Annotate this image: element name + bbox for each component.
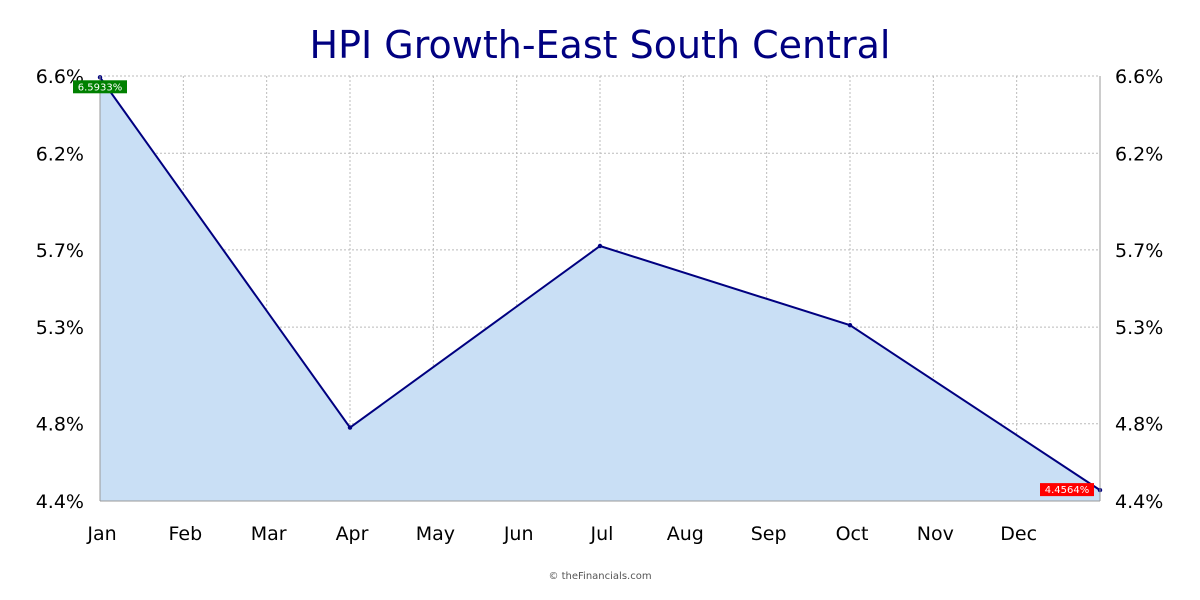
last-value-label: 4.4564% — [1045, 485, 1090, 496]
y-tick-label-left: 4.4% — [36, 491, 84, 513]
y-tick-label-left: 4.8% — [36, 414, 84, 436]
y-ticks-right: 4.4% 4.8% 5.3% 5.7% 6.2% 6.6% — [1115, 66, 1163, 513]
data-point — [597, 243, 603, 249]
y-tick-label-right: 4.8% — [1115, 414, 1163, 436]
x-tick-label: Dec — [1000, 523, 1037, 545]
x-tick-label: Oct — [836, 523, 869, 545]
chart-title: HPI Growth-East South Central — [310, 23, 891, 67]
x-tick-label: Jan — [86, 523, 116, 545]
x-tick-label: Aug — [667, 523, 704, 545]
y-tick-label-right: 6.2% — [1115, 143, 1163, 165]
x-tick-label: Mar — [251, 523, 287, 545]
data-point — [347, 425, 353, 430]
x-tick-label: Nov — [917, 523, 954, 545]
markers: 6.5933% 4.4564% — [73, 80, 1094, 497]
y-tick-label-left: 5.3% — [36, 317, 84, 339]
x-tick-label: Jun — [503, 523, 534, 545]
y-tick-label-right: 5.7% — [1115, 240, 1163, 262]
x-tick-label: Jul — [590, 523, 614, 545]
y-tick-label-left: 6.2% — [36, 143, 84, 165]
credit: © theFinancials.com — [548, 571, 651, 582]
y-tick-label-right: 6.6% — [1115, 66, 1163, 88]
x-tick-label: Apr — [336, 523, 369, 545]
y-tick-label-right: 4.4% — [1115, 491, 1163, 513]
area-fill — [100, 77, 1100, 502]
y-tick-label-right: 5.3% — [1115, 317, 1163, 339]
y-tick-label-left: 6.6% — [36, 66, 84, 88]
y-ticks-left: 4.4% 4.8% 5.3% 5.7% 6.2% 6.6% — [36, 66, 84, 513]
first-value-label: 6.5933% — [78, 82, 123, 93]
area-layer — [97, 75, 1103, 502]
axes — [99, 76, 1101, 502]
data-point — [847, 323, 853, 328]
x-tick-label: Sep — [751, 523, 787, 545]
y-tick-label-left: 5.7% — [36, 240, 84, 262]
last-value-badge — [1040, 483, 1094, 497]
x-tick-label: May — [416, 523, 455, 545]
first-value-badge — [73, 80, 127, 94]
x-ticks: Jan Feb Mar Apr May Jun Jul Aug Sep Oct Nov Dec — [86, 523, 1037, 545]
x-tick-label: Feb — [169, 523, 203, 545]
